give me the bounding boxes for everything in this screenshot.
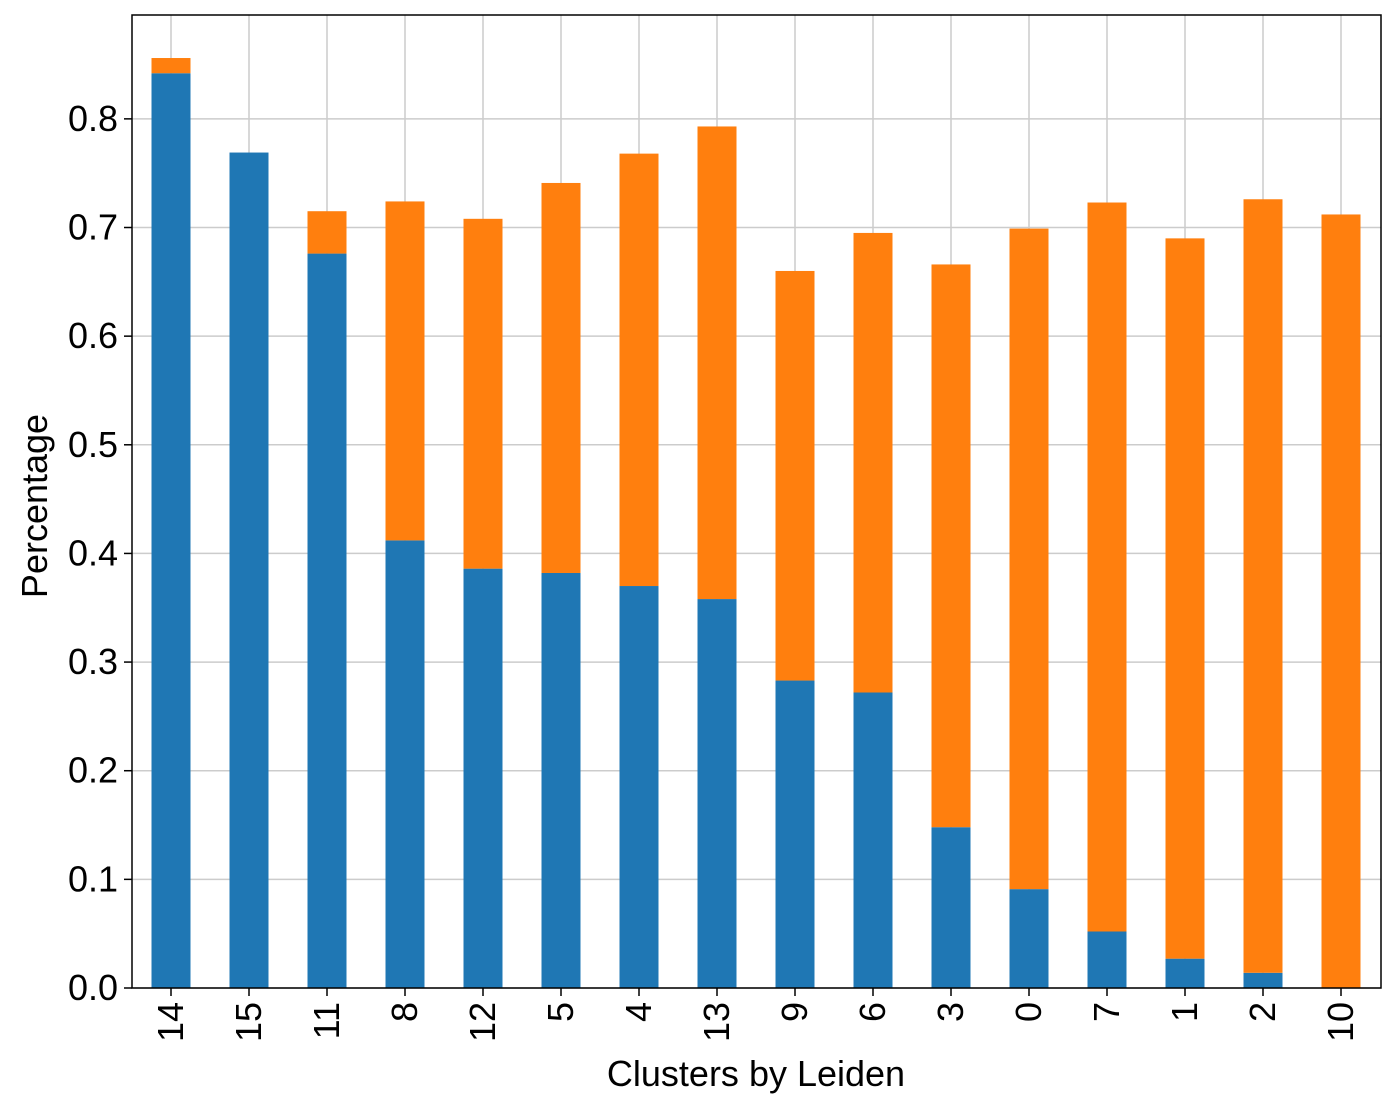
y-axis-label: Percentage (14, 414, 55, 598)
y-tick-label: 0.6 (68, 315, 118, 356)
bar-segment-series-2 (775, 270, 815, 681)
x-tick-label: 4 (618, 1002, 659, 1022)
bar-segment-series-2 (1009, 228, 1049, 890)
bar-segment-series-1 (1087, 931, 1127, 988)
bar-segment-series-2 (853, 232, 893, 693)
bar-segment-series-2 (307, 211, 347, 254)
bar-segment-series-1 (385, 540, 425, 988)
x-tick-label: 1 (1164, 1002, 1205, 1022)
y-tick-label: 0.1 (68, 858, 118, 899)
bar-segment-series-2 (697, 126, 737, 600)
bar-segment-series-1 (151, 73, 191, 989)
plot-frame (131, 14, 1382, 989)
x-tick-label: 5 (540, 1002, 581, 1022)
bar-segment-series-2 (385, 201, 425, 541)
y-tick-label: 0.8 (68, 98, 118, 139)
bar-segment-series-2 (1087, 202, 1127, 932)
bar-segment-series-1 (541, 572, 581, 988)
bar-segment-series-1 (229, 152, 269, 989)
x-tick-label: 15 (228, 1002, 269, 1042)
x-tick-label: 8 (384, 1002, 425, 1022)
bars (151, 58, 1361, 989)
y-tick-label: 0.2 (68, 750, 118, 791)
bar-segment-series-1 (619, 586, 659, 988)
x-tick-label: 13 (696, 1002, 737, 1042)
x-axis-label: Clusters by Leiden (607, 1053, 905, 1094)
bar-segment-series-2 (931, 264, 971, 828)
bar-segment-series-2 (1243, 199, 1283, 973)
bar-segment-series-2 (151, 58, 191, 74)
x-tick-label: 0 (1008, 1002, 1049, 1022)
x-tick-label: 11 (306, 1002, 347, 1039)
y-tick-label: 0.7 (68, 207, 118, 248)
bar-segment-series-1 (1009, 889, 1049, 988)
y-tick-label: 0.3 (68, 641, 118, 682)
x-tick-label: 12 (462, 1002, 503, 1042)
bar-segment-series-1 (775, 680, 815, 988)
y-tick-label: 0.0 (68, 967, 118, 1008)
bar-segment-series-1 (1165, 958, 1205, 988)
x-tick-label: 6 (852, 1002, 893, 1022)
y-tick-label: 0.5 (68, 424, 118, 465)
bar-segment-series-1 (307, 253, 347, 989)
bar-segment-series-1 (853, 692, 893, 988)
bar-segment-series-2 (463, 218, 503, 569)
y-axis: 0.0 0.1 0.2 0.3 0.4 0.5 0.6 0.7 0.8 (68, 98, 132, 1008)
bar-segment-series-1 (1243, 972, 1283, 988)
x-tick-label: 14 (150, 1002, 191, 1042)
x-axis: 14 15 11 8 12 5 4 13 9 6 3 0 7 1 2 10 (150, 988, 1361, 1042)
x-tick-label: 2 (1242, 1002, 1283, 1022)
bar-segment-series-2 (541, 182, 581, 573)
bar-segment-series-1 (697, 599, 737, 988)
bar-segment-series-2 (1165, 238, 1205, 959)
x-tick-label: 10 (1320, 1002, 1361, 1042)
x-tick-label: 3 (930, 1002, 971, 1022)
x-tick-label: 7 (1086, 1002, 1127, 1022)
bar-segment-series-1 (463, 568, 503, 988)
x-tick-label: 9 (774, 1002, 815, 1022)
bar-segment-series-2 (1321, 214, 1361, 989)
bar-segment-series-2 (619, 153, 659, 587)
y-tick-label: 0.4 (68, 532, 118, 573)
bar-segment-series-1 (931, 827, 971, 988)
